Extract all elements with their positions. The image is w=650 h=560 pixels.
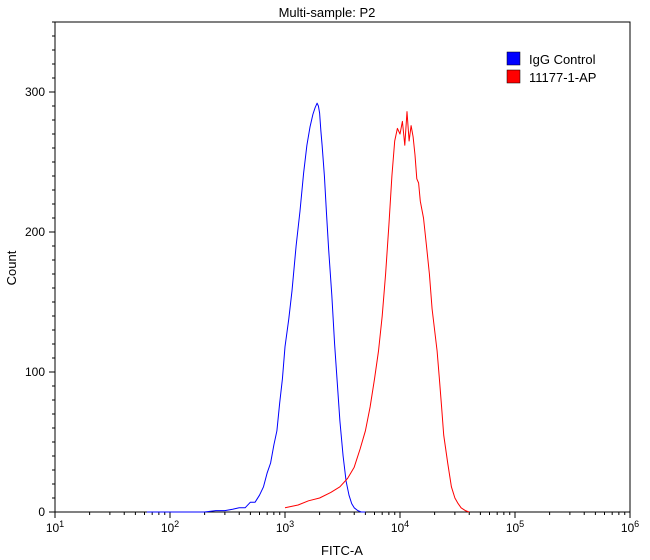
- x-tick-label: 106: [621, 519, 639, 535]
- y-tick-label: 0: [38, 505, 45, 519]
- legend-label-igg-control: IgG Control: [529, 52, 596, 67]
- y-axis-label: Count: [4, 250, 19, 285]
- y-tick-label: 100: [25, 365, 45, 379]
- y-tick-label: 300: [25, 85, 45, 99]
- legend-swatch-11177-1-ap: [506, 69, 521, 84]
- plot-frame: [54, 21, 631, 513]
- series-line-0: [146, 102, 366, 513]
- x-tick-label: 103: [276, 519, 294, 535]
- series-line-1: [284, 111, 470, 513]
- legend: IgG Control 11177-1-AP: [506, 51, 596, 85]
- x-tick-label: 102: [161, 519, 179, 535]
- x-tick-label: 104: [391, 519, 409, 535]
- series-layer: [146, 102, 470, 513]
- y-axis-ticks: 0 100 200 300: [25, 21, 55, 519]
- x-tick-label: 101: [46, 519, 64, 535]
- legend-label-11177-1-ap: 11177-1-AP: [529, 70, 596, 85]
- y-tick-label: 200: [25, 225, 45, 239]
- x-axis-ticks: 101 102 103 104 105 106: [46, 512, 639, 535]
- chart-title: Multi-sample: P2: [279, 5, 376, 20]
- x-axis-label: FITC-A: [321, 543, 363, 558]
- x-tick-label: 105: [506, 519, 524, 535]
- legend-swatch-igg-control: [506, 51, 521, 66]
